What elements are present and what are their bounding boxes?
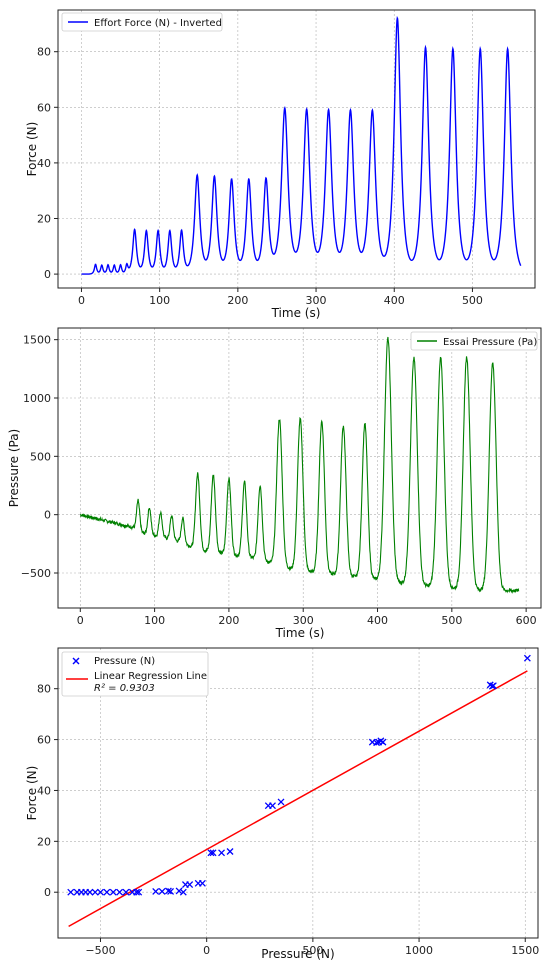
x-tick-label: 0: [203, 944, 210, 957]
force-chart-legend-box: [61, 12, 223, 32]
pressure-series-line: [80, 336, 520, 594]
scatter-point: [226, 848, 234, 855]
force-chart-frame: [57, 9, 536, 289]
regression-chart-legend-label-points: Pressure (N): [94, 656, 155, 667]
x-tick-label: 600: [516, 614, 537, 627]
regression-chart-legend-box: [61, 651, 209, 697]
scatter-point: [175, 887, 183, 895]
scatter-point: [97, 888, 104, 896]
pressure-chart-xlabel: Time (s): [275, 626, 325, 640]
scatter-point: [164, 887, 172, 895]
pressure-chart-legend: Essai Pressure (Pa): [410, 331, 538, 351]
y-tick-label: 40: [37, 784, 51, 797]
force-chart-legend-label: Effort Force (N) - Inverted: [94, 18, 222, 29]
pressure-chart-grid: [58, 328, 541, 608]
scatter-point: [379, 738, 387, 746]
x-tick-label: 500: [441, 614, 462, 627]
force-chart-series: [81, 15, 522, 275]
x-tick-label: 500: [462, 294, 483, 307]
x-tick-label: 1000: [405, 944, 433, 957]
scatter-point: [198, 879, 206, 887]
scatter-point: [67, 888, 75, 896]
regression-chart-ticks: −500 0 500 1000 1500 0 20 40 60 80: [37, 683, 539, 957]
pressure-chart: 0 100 200 300 400 500 600 −500 0 500 1000 1500 Time…: [7, 327, 542, 640]
x-tick-label: 400: [384, 294, 405, 307]
x-tick-label: 100: [149, 294, 170, 307]
scatter-point: [523, 654, 531, 662]
y-tick-label: 0: [44, 886, 51, 899]
scatter-point: [489, 682, 497, 690]
scatter-point: [91, 888, 99, 896]
force-chart-ylabel: Force (N): [25, 122, 39, 177]
force-series-line: [81, 15, 522, 275]
x-tick-label: 100: [144, 614, 165, 627]
x-tick-label: 1500: [511, 944, 539, 957]
y-tick-label: 20: [37, 213, 51, 226]
y-tick-label: 1500: [23, 334, 51, 347]
y-tick-label: 80: [37, 46, 51, 59]
y-tick-label: −500: [21, 567, 51, 580]
y-tick-label: 500: [30, 450, 51, 463]
pressure-chart-frame: [57, 327, 542, 609]
regression-chart-frame: [57, 647, 539, 939]
pressure-chart-legend-box: [410, 331, 538, 351]
regression-chart: −500 0 500 1000 1500 0 20 40 60 80 Pressure (N) F…: [25, 647, 539, 961]
x-tick-label: −500: [85, 944, 115, 957]
x-tick-label: 300: [293, 614, 314, 627]
scatter-point: [269, 802, 276, 810]
scatter-point: [135, 888, 143, 896]
scatter-point: [133, 888, 141, 896]
scatter-point: [277, 798, 285, 806]
x-tick-label: 300: [306, 294, 327, 307]
regression-chart-legend: Pressure (N) Linear Regression Line R² =…: [61, 651, 209, 697]
scatter-point: [186, 881, 194, 889]
y-tick-label: 1000: [23, 392, 51, 405]
pressure-chart-series: [80, 336, 520, 594]
scatter-point: [179, 888, 187, 896]
regression-chart-legend-marker: [72, 657, 80, 665]
regression-chart-xlabel: Pressure (N): [261, 947, 334, 961]
y-tick-label: 80: [37, 683, 51, 696]
scatter-point: [152, 887, 160, 895]
x-tick-label: 400: [367, 614, 388, 627]
scatter-point: [116, 888, 124, 896]
scatter-point: [167, 887, 175, 895]
regression-chart-legend-label-line: Linear Regression Line: [94, 671, 207, 682]
scatter-point: [209, 849, 217, 857]
x-tick-label: 0: [77, 614, 84, 627]
scatter-point: [158, 887, 166, 895]
y-tick-label: 40: [37, 157, 51, 170]
x-tick-label: 0: [78, 294, 85, 307]
force-chart-ticks: 0 100 200 300 400 500 0 20 40 60 80: [37, 46, 483, 307]
pressure-chart-ticks: 0 100 200 300 400 500 600 −500 0 500 1000 1500: [21, 334, 537, 627]
force-chart-grid: [58, 10, 535, 288]
regression-line: [68, 670, 528, 928]
scatter-point: [122, 888, 130, 896]
force-chart: 0 100 200 300 400 500 0 20 40 60 80 Time (s) Force…: [25, 9, 536, 320]
regression-chart-ylabel: Force (N): [25, 766, 39, 821]
scatter-point: [103, 888, 111, 896]
y-tick-label: 0: [44, 509, 51, 522]
x-tick-label: 200: [227, 294, 248, 307]
y-tick-label: 0: [44, 268, 51, 281]
scatter-point: [218, 849, 225, 857]
y-tick-label: 20: [37, 835, 51, 848]
x-tick-label: 200: [218, 614, 239, 627]
regression-chart-legend-r2: R² = 0.9303: [94, 683, 155, 694]
y-tick-label: 60: [37, 101, 51, 114]
force-chart-legend: Effort Force (N) - Inverted: [61, 12, 223, 32]
pressure-chart-legend-label: Essai Pressure (Pa): [443, 337, 537, 348]
scatter-point: [207, 849, 215, 857]
scatter-point: [86, 888, 94, 896]
scatter-point: [373, 739, 381, 747]
pressure-chart-ylabel: Pressure (Pa): [7, 429, 21, 507]
regression-chart-series: [67, 654, 531, 928]
y-tick-label: 60: [37, 734, 51, 747]
x-tick-label: 500: [302, 944, 323, 957]
scatter-point: [109, 888, 117, 896]
force-chart-xlabel: Time (s): [271, 306, 321, 320]
